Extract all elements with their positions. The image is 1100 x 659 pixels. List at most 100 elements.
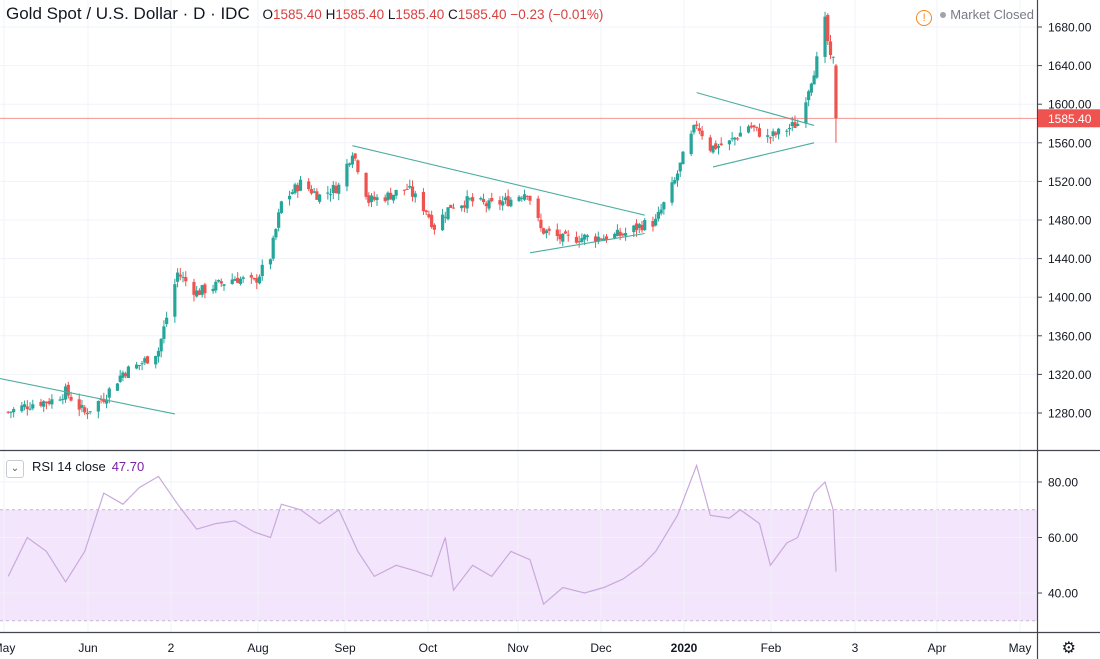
time-tick-label: 3 [852, 641, 859, 655]
candle-body [716, 145, 721, 148]
candle-body [659, 209, 663, 214]
candle-body [561, 233, 565, 242]
candle-body [356, 160, 360, 173]
candle-body [326, 192, 330, 194]
market-status[interactable]: ! Market Closed [916, 7, 1034, 26]
candle-body [413, 193, 417, 198]
candle-body [831, 56, 835, 58]
time-tick-label: Oct [419, 641, 438, 655]
candle-body [479, 198, 483, 200]
candle-body [484, 203, 488, 207]
candle-body [203, 284, 207, 294]
candle-body [353, 153, 357, 159]
candle-body [389, 192, 393, 200]
candle-body [115, 383, 120, 391]
candle-body [749, 125, 753, 128]
candle-body [738, 132, 742, 137]
candle-body [774, 132, 778, 135]
candle-body [241, 277, 245, 279]
candle-body [828, 41, 833, 56]
candle-body [77, 399, 81, 410]
candle-body [790, 122, 794, 127]
trendline [0, 377, 175, 415]
candle-body [787, 127, 792, 130]
candle-body [143, 358, 147, 363]
candle-body [733, 137, 737, 140]
candle-body [812, 75, 816, 85]
candle-body [596, 236, 600, 242]
candle-body [624, 232, 628, 236]
candle-body [506, 196, 510, 206]
candle-body [577, 241, 581, 243]
candle-body [574, 236, 579, 243]
candle-body [708, 137, 712, 151]
status-dot-icon [940, 12, 947, 18]
candle-body [752, 125, 756, 128]
candle-body [383, 197, 387, 202]
candle-body [692, 125, 696, 133]
candle-body [134, 364, 139, 369]
candle-body [318, 194, 322, 202]
candle-body [547, 228, 551, 231]
ohlc-values: O1585.40 H1585.40 L1585.40 C1585.40 −0.2… [262, 7, 604, 22]
candle-body [796, 123, 800, 126]
candle-body [312, 191, 316, 193]
candle-body [298, 179, 303, 191]
candle-body [736, 138, 740, 140]
candle-body [585, 235, 589, 238]
candle-body [50, 399, 54, 405]
candle-body [219, 281, 223, 284]
candle-body [279, 201, 283, 213]
candle-body [654, 218, 658, 226]
candle-body [602, 238, 606, 241]
candle-body [28, 408, 32, 410]
candle-body [402, 189, 406, 191]
candle-body [121, 372, 125, 378]
collapse-chevron-icon[interactable]: ⌄ [6, 460, 24, 478]
candle-body [126, 366, 130, 378]
price-tick-label: 1600.00 [1048, 98, 1092, 112]
candle-body [757, 128, 762, 137]
candle-body [22, 404, 27, 408]
time-tick-label: Jun [78, 641, 97, 655]
time-tick-label: Apr [928, 641, 947, 655]
candle-body [727, 140, 732, 145]
candle-body [137, 365, 141, 367]
candle-body [462, 205, 467, 208]
candle-body [309, 189, 314, 194]
candle-body [700, 130, 704, 137]
candle-body [643, 220, 647, 230]
candle-body [156, 350, 161, 357]
time-tick-label: Sep [334, 641, 356, 655]
gear-icon[interactable]: ⚙ [1061, 640, 1076, 657]
candle-body [539, 219, 543, 229]
candle-body [249, 275, 253, 278]
candle-body [367, 195, 371, 203]
candle-body [271, 237, 275, 259]
candle-body [730, 138, 734, 140]
candle-body [430, 214, 434, 228]
candles [6, 11, 838, 420]
candle-body [162, 326, 166, 339]
candle-body [290, 192, 294, 195]
candle-body [613, 233, 617, 239]
candle-body [236, 277, 240, 283]
candle-body [66, 384, 70, 396]
candle-body [260, 264, 264, 277]
candle-body [755, 126, 759, 128]
candle-body [823, 16, 827, 57]
candle-body [695, 124, 699, 126]
candle-body [468, 198, 472, 200]
candle-body [104, 399, 109, 404]
candle-body [394, 189, 398, 196]
candle-body [80, 405, 84, 408]
candle-body [509, 199, 513, 207]
candle-body [348, 163, 352, 165]
candle-body [558, 234, 562, 240]
candle-body [369, 195, 374, 203]
candle-body [583, 234, 587, 240]
candle-body [678, 162, 682, 172]
candle-body [315, 191, 319, 200]
candle-body [632, 225, 636, 233]
